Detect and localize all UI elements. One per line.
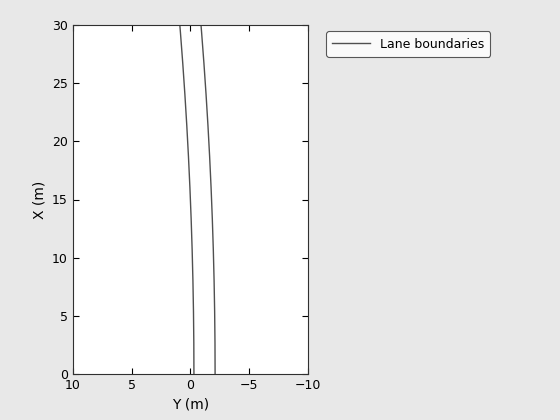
Lane boundaries [190,336,197,341]
Lane boundaries [184,132,190,137]
Lane boundaries [182,100,189,105]
Legend: Lane boundaries: Lane boundaries [326,32,490,57]
Lane boundaries [176,23,183,28]
Line: Lane boundaries: Lane boundaries [180,25,194,374]
X-axis label: Y (m): Y (m) [172,397,209,411]
Lane boundaries [188,230,195,235]
Y-axis label: X (m): X (m) [32,180,46,219]
Lane boundaries [181,93,188,98]
Lane boundaries [188,218,194,223]
Lane boundaries [190,371,197,376]
